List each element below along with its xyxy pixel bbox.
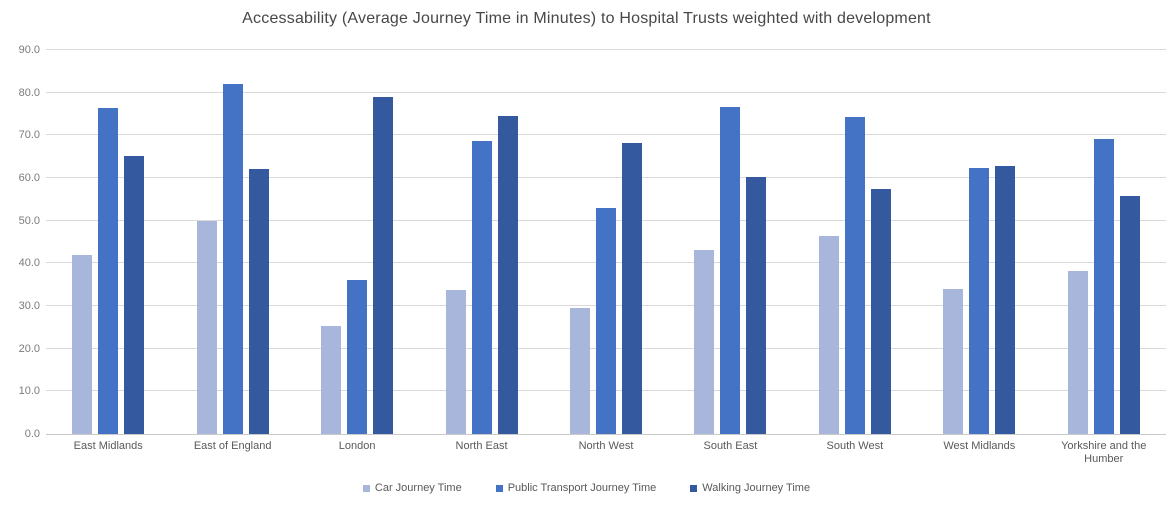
- x-category-label: North West: [578, 440, 634, 452]
- bar: [196, 220, 217, 434]
- legend: Car Journey Time Public Transport Journey…: [0, 482, 1173, 494]
- gridline: [46, 176, 1166, 178]
- bar: [569, 307, 590, 434]
- bar: [248, 169, 269, 434]
- bar: [995, 165, 1016, 434]
- bar: [720, 107, 741, 434]
- bar: [694, 249, 715, 434]
- x-category-label: Yorkshire and the Humber: [1061, 440, 1147, 465]
- bar: [870, 188, 891, 434]
- bar: [72, 254, 93, 434]
- bar-group: [544, 50, 668, 434]
- x-category-label: North East: [455, 440, 508, 452]
- y-tick-label: 40.0: [18, 257, 40, 270]
- bar: [1093, 139, 1114, 434]
- bar: [98, 108, 119, 434]
- y-tick-label: 90.0: [18, 44, 40, 56]
- legend-label: Walking Journey Time: [702, 482, 811, 494]
- bar: [595, 208, 616, 434]
- chart-title: Accessability (Average Journey Time in M…: [242, 10, 931, 27]
- gridline: [46, 134, 1166, 136]
- x-category-label: East Midlands: [73, 440, 143, 452]
- x-category-label: London: [338, 440, 376, 452]
- bar-group: [46, 50, 170, 434]
- bar: [222, 84, 243, 434]
- bar-group: [170, 50, 294, 434]
- bar: [471, 141, 492, 434]
- bar: [969, 167, 990, 434]
- gridline: [46, 91, 1166, 93]
- bar: [746, 176, 767, 434]
- x-axis: East Midlands East of England London North …: [46, 440, 1166, 466]
- legend-item: Car Journey Time: [362, 482, 462, 494]
- bar: [124, 155, 145, 434]
- bar: [621, 143, 642, 434]
- gridline: [46, 434, 1166, 435]
- x-category-label: West Midlands: [943, 440, 1016, 452]
- y-tick-label: 50.0: [18, 214, 40, 227]
- bar-group: [917, 50, 1041, 434]
- bar: [373, 97, 394, 434]
- plot-area: [46, 49, 1166, 435]
- y-tick-label: 10.0: [18, 385, 40, 398]
- bar: [1067, 271, 1088, 434]
- x-category-label: East of England: [193, 440, 272, 452]
- y-tick-label: 80.0: [18, 86, 40, 99]
- bar: [818, 236, 839, 434]
- legend-label: Public Transport Journey Time: [507, 482, 657, 494]
- gridline: [46, 49, 1166, 50]
- legend-marker-icon: [495, 484, 503, 492]
- y-tick-label: 70.0: [18, 129, 40, 142]
- y-tick-label: 30.0: [18, 300, 40, 312]
- legend-label: Car Journey Time: [374, 482, 462, 494]
- bar-group: [793, 50, 917, 434]
- y-tick-label: 20.0: [18, 342, 40, 355]
- bar: [943, 289, 964, 434]
- bar: [1119, 196, 1140, 434]
- bar-group: [1042, 50, 1166, 434]
- bar: [347, 280, 368, 434]
- bar-groups: [46, 50, 1166, 434]
- legend-marker-icon: [362, 484, 370, 492]
- y-tick-label: 60.0: [18, 172, 40, 184]
- bar: [445, 290, 466, 434]
- bar-group: [419, 50, 543, 434]
- y-tick-label: 0.0: [24, 428, 40, 440]
- bar: [321, 326, 342, 434]
- bar: [497, 116, 518, 434]
- legend-item: Public Transport Journey Time: [495, 482, 657, 494]
- x-category-label: South West: [826, 440, 884, 452]
- bar-group: [295, 50, 419, 434]
- bar: [844, 117, 865, 434]
- legend-item: Walking Journey Time: [690, 482, 810, 494]
- bar-group: [668, 50, 792, 434]
- x-category-label: South East: [703, 440, 758, 452]
- legend-marker-icon: [690, 484, 698, 492]
